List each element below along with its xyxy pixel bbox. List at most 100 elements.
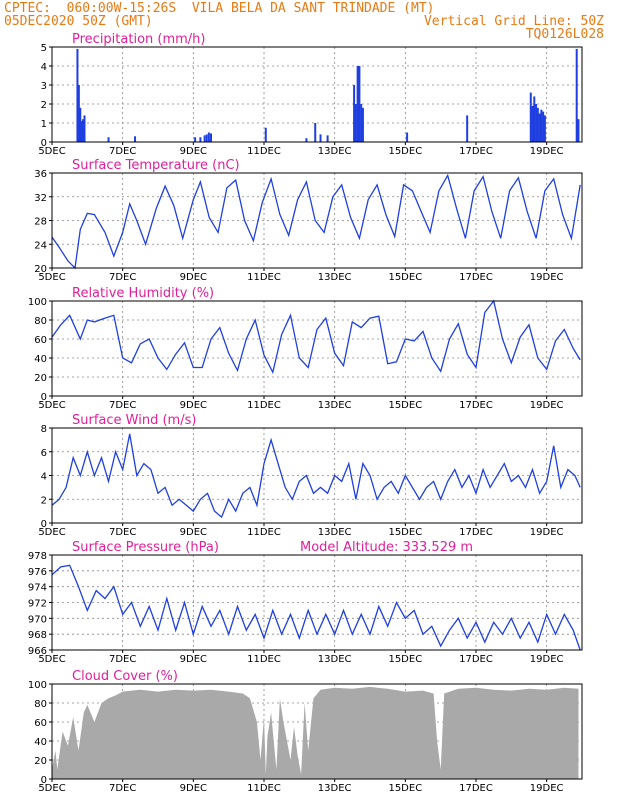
x-tick-label: 13DEC <box>318 783 352 794</box>
y-tick-label: 5 <box>41 43 47 54</box>
precip-bar <box>538 113 541 142</box>
x-tick-label: 11DEC <box>247 400 281 411</box>
x-tick-label: 19DEC <box>530 272 564 283</box>
header-station: CPTEC: 060:00W-15:26S VILA BELA DA SANT … <box>4 1 435 16</box>
x-tick-label: 11DEC <box>247 783 281 794</box>
y-tick-label: 80 <box>34 699 47 710</box>
x-tick-label: 11DEC <box>247 146 281 157</box>
y-tick-label: 40 <box>34 737 47 748</box>
x-tick-label: 19DEC <box>530 783 564 794</box>
header-datetime: 05DEC2020 50Z (GMT) <box>4 14 153 29</box>
x-tick-label: 17DEC <box>459 272 493 283</box>
panel-3: 0 20 40 60 80 100 5DEC 7DEC 9DEC 11DEC 13DEC 15DEC 1… <box>28 286 583 411</box>
x-tick-label: 13DEC <box>318 654 352 665</box>
plot-frame <box>51 46 583 143</box>
y-tick-label: 978 <box>28 551 47 562</box>
panel-1: 0 1 2 3 4 5 5DEC 7DEC 9DEC 11DEC 13DEC 15DEC 17DEC 19… <box>38 32 583 157</box>
x-tick-label: 15DEC <box>388 654 422 665</box>
x-tick-label: 13DEC <box>318 146 352 157</box>
x-tick-label: 11DEC <box>247 654 281 665</box>
panel-2: 20 24 28 32 36 5DEC 7DEC 9DEC 11DEC 13DEC 15DEC 17D… <box>34 158 583 283</box>
x-tick-label: 15DEC <box>388 146 422 157</box>
x-tick-label: 7DEC <box>109 654 136 665</box>
x-tick-label: 9DEC <box>180 527 207 538</box>
y-tick-label: 20 <box>34 264 47 275</box>
y-tick-label: 40 <box>34 354 47 365</box>
precip-bar <box>194 137 197 142</box>
y-tick-label: 0 <box>41 519 47 530</box>
precip-bar <box>205 134 208 142</box>
series-line <box>51 433 581 519</box>
y-tick-label: 2 <box>41 100 47 111</box>
panel-title: Surface Wind (m/s) <box>72 413 196 428</box>
precip-bar <box>77 85 80 142</box>
panel-6: 0 20 40 60 80 100 5DEC 7DEC 9DEC 11DEC 13DEC 15DEC 1… <box>28 669 583 794</box>
precip-bar <box>543 115 546 142</box>
precip-bar <box>207 132 210 142</box>
series-line <box>51 299 581 375</box>
panel-title: Precipitation (mm/h) <box>72 32 205 47</box>
precip-bar <box>354 104 357 142</box>
y-tick-label: 2 <box>41 495 47 506</box>
y-tick-label: 100 <box>28 297 47 308</box>
series-line <box>51 564 581 651</box>
y-tick-label: 0 <box>41 138 47 149</box>
x-tick-label: 17DEC <box>459 527 493 538</box>
precip-bar <box>575 48 578 142</box>
y-tick-label: 60 <box>34 718 47 729</box>
x-tick-label: 15DEC <box>388 272 422 283</box>
y-tick-label: 32 <box>34 193 47 204</box>
precip-bar <box>542 111 545 142</box>
model-altitude-annotation: Model Altitude: 333.529 m <box>300 540 473 555</box>
x-tick-label: 11DEC <box>247 272 281 283</box>
x-tick-label: 13DEC <box>318 272 352 283</box>
x-tick-label: 5DEC <box>38 400 65 411</box>
x-tick-label: 17DEC <box>459 400 493 411</box>
header-model-code: TQ0126L028 <box>525 27 604 42</box>
x-tick-label: 19DEC <box>530 146 564 157</box>
x-tick-label: 17DEC <box>459 146 493 157</box>
x-tick-label: 5DEC <box>38 272 65 283</box>
x-tick-label: 15DEC <box>388 527 422 538</box>
panel-title: Cloud Cover (%) <box>72 669 178 684</box>
y-tick-label: 3 <box>41 81 47 92</box>
y-tick-label: 20 <box>34 756 47 767</box>
y-tick-label: 0 <box>41 775 47 786</box>
precip-bar <box>406 132 409 142</box>
x-tick-label: 9DEC <box>180 272 207 283</box>
x-tick-label: 9DEC <box>180 146 207 157</box>
y-tick-label: 970 <box>28 614 47 625</box>
y-tick-label: 968 <box>28 630 47 641</box>
y-tick-label: 80 <box>34 316 47 327</box>
precip-bar <box>203 135 206 142</box>
y-tick-label: 4 <box>41 472 47 483</box>
precip-bar <box>358 66 361 142</box>
precip-bar <box>76 48 79 142</box>
precip-bar <box>536 107 539 142</box>
y-tick-label: 60 <box>34 335 47 346</box>
precip-bar <box>210 133 212 142</box>
precip-bar <box>79 107 82 142</box>
y-tick-label: 8 <box>41 424 47 435</box>
x-tick-label: 5DEC <box>38 654 65 665</box>
y-tick-label: 966 <box>28 646 47 657</box>
precip-bar <box>466 115 469 142</box>
precip-bar <box>83 115 86 142</box>
x-tick-label: 5DEC <box>38 783 65 794</box>
precip-bar <box>535 104 538 142</box>
header-grid-line: Vertical Grid Line: 50Z <box>423 14 604 29</box>
x-tick-label: 19DEC <box>530 654 564 665</box>
precip-bar <box>107 137 110 142</box>
precip-bar <box>319 134 322 142</box>
panel-4: 0 2 4 6 8 5DEC 7DEC 9DEC 11DEC 13DEC 15DEC 17DEC 19D… <box>38 413 583 538</box>
y-tick-label: 100 <box>28 680 47 691</box>
y-tick-label: 0 <box>41 392 47 403</box>
x-tick-label: 17DEC <box>459 654 493 665</box>
y-tick-label: 24 <box>34 240 47 251</box>
precip-bar <box>305 138 308 142</box>
panel-title: Relative Humidity (%) <box>72 286 214 301</box>
precip-bar <box>356 66 359 142</box>
panel-5: 966 968 970 972 974 976 978 5DEC 7DEC 9DEC 11DEC 13… <box>28 540 583 665</box>
x-tick-label: 7DEC <box>109 146 136 157</box>
